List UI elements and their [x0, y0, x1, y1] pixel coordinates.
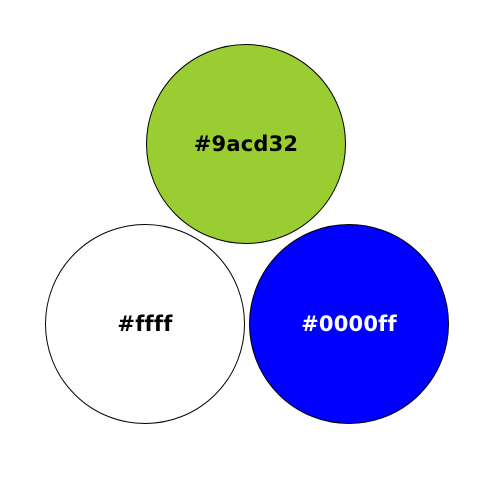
swatch-label-left: #ffff: [117, 312, 173, 336]
swatch-label-top: #9acd32: [193, 132, 299, 156]
swatch-circle-top: #9acd32: [146, 44, 346, 244]
swatch-circle-left: #ffff: [45, 224, 245, 424]
swatch-circle-right: #0000ff: [249, 224, 449, 424]
swatch-label-right: #0000ff: [301, 312, 397, 336]
